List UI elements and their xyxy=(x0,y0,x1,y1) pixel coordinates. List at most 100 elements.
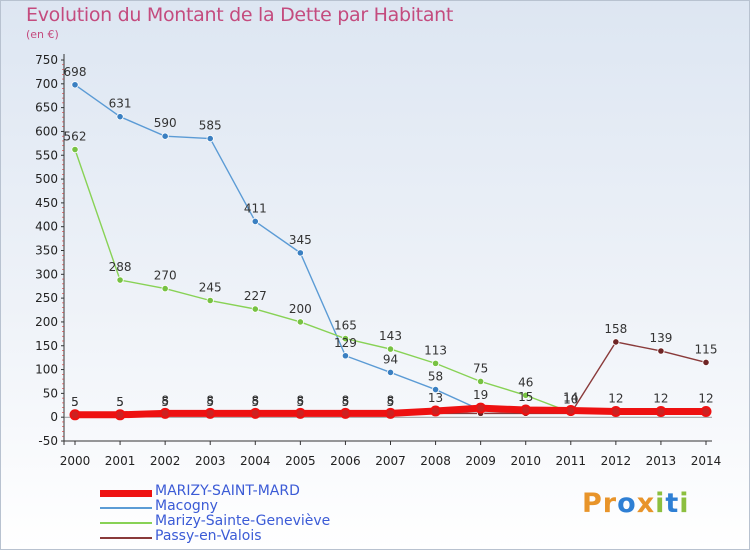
legend-label: MARIZY-SAINT-MARD xyxy=(155,483,300,499)
data-label-0: 8 xyxy=(297,393,305,407)
data-label-0: 5 xyxy=(116,395,124,409)
data-label-0: 15 xyxy=(518,390,533,404)
series-point-0 xyxy=(339,407,351,419)
data-label-0: 5 xyxy=(71,395,79,409)
series-point-2 xyxy=(341,335,350,343)
legend-label: Passy-en-Valois xyxy=(155,528,262,544)
x-tick-label: 2007 xyxy=(375,454,406,468)
data-label-3: 158 xyxy=(604,322,627,336)
data-label-2: 46 xyxy=(518,375,533,389)
chart-title: Evolution du Montant de la Dette par Hab… xyxy=(26,4,454,26)
logo-letter: x xyxy=(636,488,656,519)
y-tick-label: 50 xyxy=(43,386,58,400)
series-point-1 xyxy=(206,134,214,143)
legend-label: Macogny xyxy=(155,498,218,514)
series-point-0 xyxy=(114,409,126,421)
logo-letter: r xyxy=(602,488,618,519)
legend-label: Marizy-Sainte-Geneviève xyxy=(155,513,331,529)
series-point-3 xyxy=(702,358,710,367)
data-label-1: 58 xyxy=(428,370,443,384)
series-point-2 xyxy=(386,345,395,353)
y-tick-label: 700 xyxy=(35,77,58,91)
x-tick-label: 2012 xyxy=(601,454,632,468)
series-point-2 xyxy=(431,359,440,367)
data-label-1: 345 xyxy=(289,233,312,247)
data-label-1: 585 xyxy=(199,119,222,133)
series-point-0 xyxy=(565,405,577,417)
data-label-1: 94 xyxy=(383,352,398,366)
logo-letter: i xyxy=(655,488,666,519)
data-label-3: 5 xyxy=(251,395,259,409)
y-tick-label: 150 xyxy=(35,339,58,353)
data-label-3: 5 xyxy=(71,395,79,409)
data-label-3: 5 xyxy=(297,395,305,409)
data-label-2: 562 xyxy=(64,130,87,144)
x-tick-label: 2003 xyxy=(195,454,226,468)
series-point-1 xyxy=(296,249,304,257)
y-tick-label: 450 xyxy=(35,196,58,210)
data-label-3: 115 xyxy=(695,342,718,356)
series-point-0 xyxy=(655,405,667,417)
data-label-2: 113 xyxy=(424,343,447,357)
x-tick-label: 2006 xyxy=(330,454,361,468)
data-label-0: 12 xyxy=(698,391,713,405)
series-point-2 xyxy=(206,296,214,305)
data-label-2: 245 xyxy=(199,281,222,295)
data-label-0: 13 xyxy=(428,391,443,405)
series-point-0 xyxy=(610,405,622,417)
series-point-1 xyxy=(386,368,395,377)
series-point-0 xyxy=(385,407,396,419)
x-tick-label: 2008 xyxy=(420,454,451,468)
data-label-3: 139 xyxy=(649,331,672,345)
data-label-3: 5 xyxy=(206,395,214,409)
data-label-1: 590 xyxy=(154,116,177,130)
series-point-2 xyxy=(296,318,304,326)
data-label-2: 288 xyxy=(109,260,132,274)
series-point-0 xyxy=(294,407,306,419)
series-point-0 xyxy=(475,402,487,414)
series-point-0 xyxy=(159,407,171,419)
y-tick-label: 100 xyxy=(35,363,58,377)
series-point-0 xyxy=(700,405,712,417)
legend-swatch xyxy=(100,522,152,524)
x-tick-label: 2005 xyxy=(285,454,316,468)
data-label-0: 8 xyxy=(387,393,395,407)
series-point-1 xyxy=(251,217,259,226)
proxiti-logo: Proxiti xyxy=(582,488,690,519)
data-label-3: 5 xyxy=(161,395,169,409)
series-point-1 xyxy=(116,113,124,121)
series-point-2 xyxy=(161,284,169,293)
data-label-0: 8 xyxy=(206,393,214,407)
y-tick-label: 350 xyxy=(35,244,58,258)
data-label-3: 5 xyxy=(342,395,350,409)
y-tick-label: 650 xyxy=(35,101,58,115)
data-label-1: 10 xyxy=(563,392,578,406)
y-tick-label: 600 xyxy=(35,124,58,138)
x-tick-label: 2011 xyxy=(556,454,587,468)
series-point-2 xyxy=(251,305,259,313)
logo-letter: o xyxy=(617,488,637,519)
data-label-2: 227 xyxy=(244,289,267,303)
series-point-0 xyxy=(520,404,532,416)
chart-subtitle: (en €) xyxy=(26,28,59,41)
y-tick-label: 550 xyxy=(35,148,58,162)
series-point-2 xyxy=(116,276,124,284)
data-label-0: 8 xyxy=(161,393,169,407)
data-label-2: 75 xyxy=(473,361,488,375)
data-label-0: 19 xyxy=(473,388,488,402)
y-tick-label: 400 xyxy=(35,220,58,234)
data-label-2: 143 xyxy=(379,329,402,343)
y-tick-label: 200 xyxy=(35,315,58,329)
data-label-1: 631 xyxy=(109,97,132,111)
series-point-3 xyxy=(657,347,665,355)
logo-letter: i xyxy=(679,488,690,519)
x-tick-label: 2004 xyxy=(240,454,271,468)
series-point-2 xyxy=(522,391,530,399)
data-label-1: 411 xyxy=(244,201,267,215)
x-tick-label: 2000 xyxy=(60,454,91,468)
data-label-2: 200 xyxy=(289,302,312,316)
data-label-1: 129 xyxy=(334,336,357,350)
data-label-0: 8 xyxy=(251,393,259,407)
y-tick-label: 250 xyxy=(35,291,58,305)
